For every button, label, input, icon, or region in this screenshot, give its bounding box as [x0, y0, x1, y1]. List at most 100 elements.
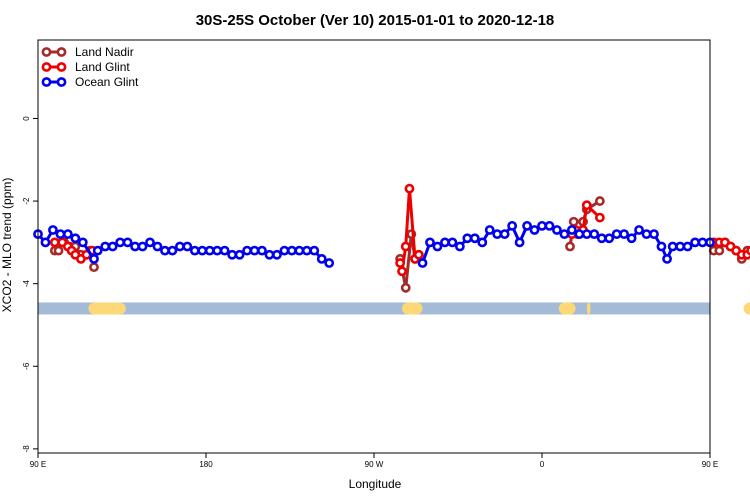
series-2 [33, 220, 715, 268]
series-2-point-10 [107, 241, 118, 252]
series-2-point-55 [529, 225, 540, 235]
land-ocean-band [38, 302, 750, 315]
series-2-point-14 [137, 241, 148, 252]
land-segment-0 [88, 302, 126, 315]
series-2-point-72 [656, 241, 667, 252]
series-2-point-1 [40, 237, 51, 248]
series-2-point-65 [604, 233, 615, 244]
series-1-point-10 [400, 241, 411, 252]
series-2-point-58 [552, 225, 562, 235]
y-tick-label: -2 [22, 197, 31, 205]
series-2-point-69 [634, 225, 644, 235]
series-2-point-17 [160, 245, 170, 256]
series-2-point-67 [619, 229, 630, 240]
series-2-point-50 [492, 229, 503, 240]
series-2-point-56 [537, 220, 547, 231]
series-0-point-1 [53, 245, 64, 256]
series-2-point-27 [234, 249, 245, 260]
series-2-point-42 [432, 241, 443, 252]
series-2-point-47 [469, 233, 480, 244]
land-segment-3 [586, 302, 591, 315]
y-tick-label: -6 [22, 362, 31, 370]
series-2-point-30 [257, 245, 267, 256]
legend-label-1: Land Glint [75, 60, 130, 74]
series-2-point-4 [62, 229, 73, 240]
series-1-point-0 [49, 237, 60, 248]
y-tick-label: 0 [22, 116, 31, 121]
land-segment-4 [743, 302, 750, 315]
series-1-point-19 [594, 212, 605, 223]
ocean-band [38, 302, 710, 315]
series-2-point-19 [174, 241, 185, 252]
series-1-point-18 [581, 200, 592, 211]
series-2-point-7 [89, 253, 99, 264]
series-1-segment [407, 188, 417, 260]
legend-marker-1 [56, 62, 67, 72]
series-2-point-60 [566, 225, 577, 235]
series-2-point-2 [48, 225, 58, 235]
series-2-point-9 [100, 241, 111, 252]
series-2-point-64 [596, 233, 607, 244]
legend-marker-0 [56, 47, 67, 57]
series-2-point-54 [522, 220, 532, 231]
legend-marker-1 [41, 62, 52, 72]
series-layer [33, 183, 750, 293]
axis-ticks: 90 E 180 90 W 0 90 E 0 -2 -4 -6 -8 [22, 116, 718, 469]
series-2-point-40 [417, 258, 428, 268]
legend-marker-0 [41, 47, 52, 57]
legend-marker-2 [56, 77, 67, 87]
series-1-point-11 [404, 183, 415, 194]
series-2-point-57 [544, 220, 555, 231]
series-2-point-73 [662, 253, 672, 264]
x-tick-label: 0 [540, 460, 545, 469]
x-axis-label: Longitude [349, 477, 402, 491]
series-2-point-32 [272, 249, 282, 260]
x-tick-label: 180 [199, 460, 213, 469]
land-segment-1 [402, 302, 423, 315]
x-tick-label: 90 W [365, 460, 384, 469]
x-tick-label: 90 E [702, 460, 718, 469]
series-2-point-13 [130, 241, 140, 252]
series-2-point-18 [167, 245, 178, 256]
series-2-point-46 [462, 233, 473, 244]
series-2-point-48 [477, 237, 488, 248]
series-2-point-16 [152, 241, 163, 252]
series-2-point-33 [279, 245, 290, 256]
series-2-point-63 [589, 229, 600, 240]
series-2-point-74 [667, 241, 678, 252]
series-2-point-26 [227, 249, 238, 260]
series-0-point-14 [565, 241, 575, 252]
series-1-point-13 [413, 249, 424, 260]
series-2-point-41 [425, 237, 435, 248]
series-2-point-62 [581, 229, 592, 240]
y-axis-label: XCO2 - MLO trend (ppm) [0, 178, 14, 313]
series-2-point-61 [574, 229, 585, 240]
y-tick-label: -4 [22, 280, 31, 288]
series-2-point-53 [514, 237, 525, 248]
series-2-point-39 [324, 258, 335, 268]
series-2-point-29 [249, 245, 260, 256]
series-2-point-20 [182, 241, 193, 252]
legend-label-0: Land Nadir [75, 45, 134, 59]
series-2-point-76 [682, 241, 693, 252]
series-1-point-9 [397, 266, 407, 277]
series-2-point-15 [145, 237, 155, 248]
series-2-point-11 [115, 237, 126, 248]
series-2-point-52 [507, 220, 518, 231]
series-2-point-38 [316, 253, 327, 264]
series-2-point-34 [286, 245, 297, 256]
series-2-point-59 [559, 229, 570, 240]
series-2-point-68 [626, 233, 637, 244]
series-0-point-21 [714, 245, 725, 256]
series-2-point-51 [499, 229, 510, 240]
series-2-point-3 [55, 229, 66, 240]
series-2-point-23 [204, 245, 215, 256]
series-2-point-44 [447, 237, 458, 248]
series-2-point-5 [70, 233, 81, 244]
series-2-point-22 [197, 245, 208, 256]
series-2-point-70 [641, 229, 652, 240]
chart-title: 30S-25S October (Ver 10) 2015-01-01 to 2… [196, 12, 555, 29]
